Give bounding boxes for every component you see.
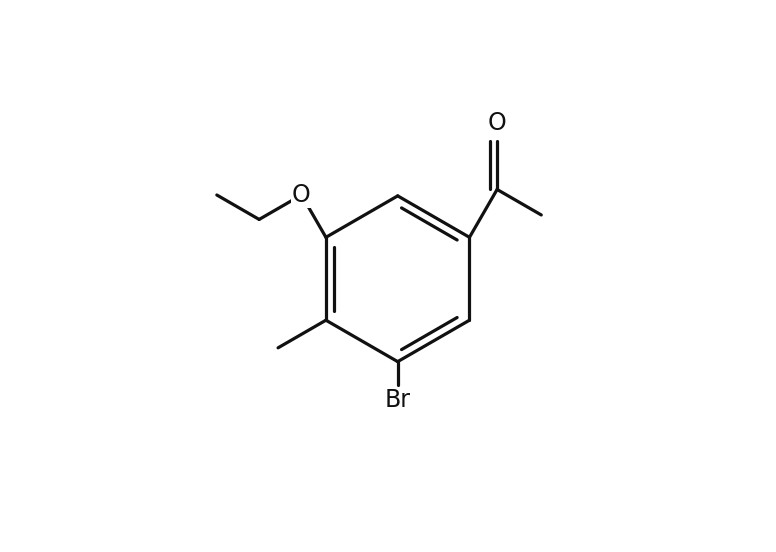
Text: O: O [488,112,507,135]
Text: O: O [292,183,311,207]
Text: Br: Br [385,389,411,412]
